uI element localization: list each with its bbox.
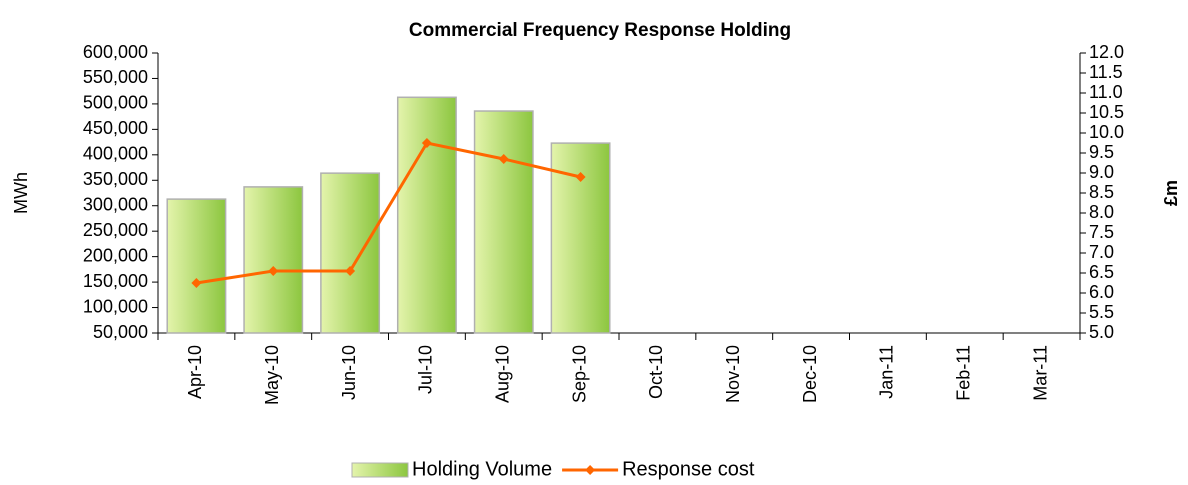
x-tick-label: Jul-10: [416, 345, 436, 394]
y2-tick-label: 9.0: [1089, 162, 1114, 182]
y2-tick-label: 11.0: [1089, 82, 1123, 102]
y2-tick-label: 9.5: [1089, 142, 1114, 162]
y2-tick-label: 8.5: [1089, 182, 1114, 202]
y2-tick-label: 6.0: [1089, 282, 1114, 302]
line: [196, 141, 581, 285]
x-tick-label: Sep-10: [569, 345, 589, 403]
legend-marker: [585, 465, 596, 475]
line-marker: [268, 266, 279, 276]
bar: [550, 142, 611, 334]
y2-tick-label: 7.5: [1089, 222, 1114, 242]
x-tick-label: Feb-11: [954, 345, 974, 401]
legend-label: Response cost: [622, 458, 755, 480]
y-tick-label: 50,000: [93, 322, 148, 342]
y-tick-label: 450,000: [83, 118, 148, 138]
x-tick-label: Aug-10: [493, 345, 513, 403]
y-tick-label: 300,000: [83, 194, 148, 214]
y-tick-label: 500,000: [83, 93, 148, 113]
bar: [243, 186, 304, 334]
x-tick-label: Oct-10: [646, 345, 666, 399]
y2-axis-label: £m: [1161, 180, 1181, 206]
y2-tick-label: 8.0: [1089, 202, 1114, 222]
line-marker: [498, 154, 509, 164]
y2-tick-label: 11.5: [1089, 62, 1123, 82]
y-tick-label: 100,000: [83, 296, 148, 316]
x-tick-label: Jan-11: [877, 345, 897, 399]
y-tick-label: 150,000: [83, 271, 148, 291]
y2-tick-label: 10.0: [1089, 122, 1124, 142]
x-tick-label: Apr-10: [185, 345, 205, 399]
x-tick-label: Jun-10: [339, 345, 359, 400]
y2-tick-label: 7.0: [1089, 242, 1114, 262]
y-tick-label: 250,000: [83, 220, 148, 240]
x-tick-label: Dec-10: [800, 345, 820, 403]
y-tick-label: 550,000: [83, 67, 148, 87]
bar: [320, 172, 381, 334]
y2-tick-label: 12.0: [1089, 42, 1124, 62]
line-marker: [575, 172, 586, 182]
bar: [473, 110, 534, 334]
chart-title: Commercial Frequency Response Holding: [409, 20, 791, 41]
y-tick-label: 200,000: [83, 245, 148, 265]
x-tick-label: May-10: [262, 345, 282, 405]
y-tick-label: 350,000: [83, 169, 148, 189]
x-tick-label: Mar-11: [1030, 345, 1050, 401]
line-marker: [421, 138, 432, 148]
y2-tick-label: 6.5: [1089, 262, 1114, 282]
y2-tick-label: 5.0: [1089, 322, 1114, 342]
bar: [396, 96, 457, 334]
legend-label: Holding Volume: [412, 458, 552, 480]
line-marker: [191, 278, 202, 288]
bar: [166, 198, 227, 334]
legend-swatch: [351, 462, 409, 478]
y-tick-label: 400,000: [83, 144, 148, 164]
y-tick-label: 600,000: [83, 42, 148, 62]
y-axis-label: MWh: [11, 172, 31, 214]
line-marker: [345, 266, 356, 276]
y2-tick-label: 5.5: [1089, 302, 1114, 322]
y2-tick-label: 10.5: [1089, 102, 1124, 122]
x-tick-label: Nov-10: [723, 345, 743, 403]
